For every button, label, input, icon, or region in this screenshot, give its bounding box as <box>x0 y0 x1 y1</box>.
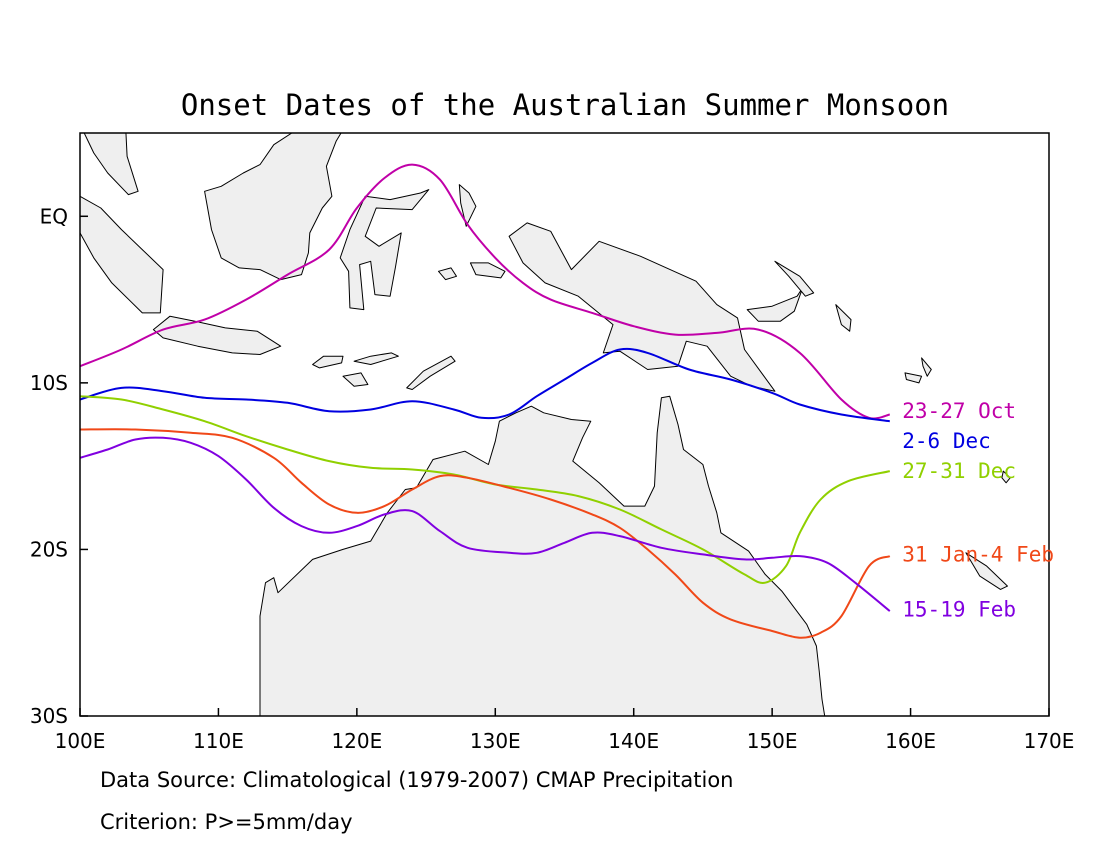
y-tick-label: EQ <box>40 204 68 228</box>
x-tick-label: 120E <box>331 729 382 753</box>
land-buru <box>438 267 457 281</box>
land-flores <box>353 352 399 365</box>
y-tick-label: 10S <box>30 371 68 395</box>
x-axis: 100E 110E 120E 130E 140E 150E 160E 170E <box>55 708 1075 753</box>
isochrone-line-1 <box>80 163 891 420</box>
land-new-britain <box>746 287 804 322</box>
land-new-ireland <box>774 260 815 297</box>
land-australia <box>259 395 826 716</box>
y-axis: EQ 10S 20S 30S <box>30 204 88 728</box>
land-halmahera <box>458 184 477 227</box>
land-borneo <box>204 133 342 281</box>
isochrone-label-3: 27-31 Dec <box>902 459 1016 483</box>
land-sulawesi <box>339 189 430 311</box>
x-tick-label: 140E <box>608 729 659 753</box>
isochrone-line-2 <box>80 347 890 423</box>
isochrone-line-4 <box>80 428 891 639</box>
x-tick-label: 130E <box>470 729 521 753</box>
land-guadalcanal <box>904 372 923 384</box>
map-title: Onset Dates of the Australian Summer Mon… <box>181 88 949 122</box>
isochrone-label-5: 15-19 Feb <box>902 597 1016 621</box>
land-malaita <box>921 357 932 377</box>
land-new-guinea <box>508 222 776 392</box>
isochrone-labels: 23-27 Oct 2-6 Dec 27-31 Dec 31 Jan-4 Feb 15-… <box>902 399 1054 621</box>
y-tick-label: 20S <box>30 537 68 561</box>
land-sumbawa <box>312 355 344 369</box>
isochrone-line-3 <box>80 395 891 584</box>
x-tick-label: 150E <box>747 729 798 753</box>
isochrone-label-1: 23-27 Oct <box>902 399 1016 423</box>
land-java <box>152 315 282 355</box>
land-timor <box>406 355 456 390</box>
isochrone-label-2: 2-6 Dec <box>902 429 991 453</box>
land-malaya <box>83 133 139 196</box>
x-tick-label: 110E <box>193 729 244 753</box>
land-sumatra <box>80 195 164 314</box>
isochrone-line-5 <box>80 436 891 612</box>
isochrone-label-4: 31 Jan-4 Feb <box>902 542 1054 566</box>
y-tick-label: 30S <box>30 704 68 728</box>
criterion-note: Criterion: P>=5mm/day <box>100 810 353 834</box>
land-seram <box>469 262 506 279</box>
land-sumba <box>342 372 369 387</box>
x-tick-label: 170E <box>1024 729 1075 753</box>
land-new-caledonia <box>965 552 1008 590</box>
map-frame <box>79 132 1050 717</box>
land-vanuatu <box>1001 470 1011 484</box>
x-tick-label: 160E <box>885 729 936 753</box>
x-tick-label: 100E <box>55 729 106 753</box>
isochrone-layer <box>80 163 891 639</box>
data-source-note: Data Source: Climatological (1979-2007) … <box>100 768 734 792</box>
land-layer <box>80 133 1011 716</box>
land-bougainville <box>835 304 852 332</box>
